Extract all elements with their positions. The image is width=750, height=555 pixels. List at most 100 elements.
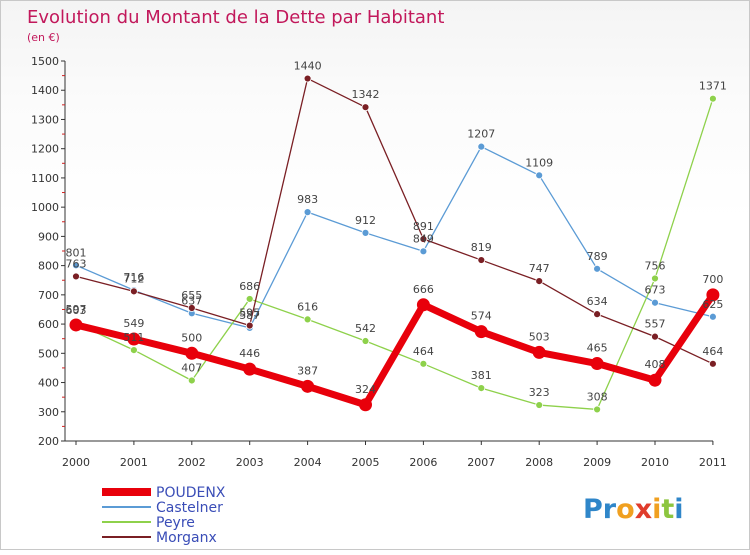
data-label: 408 — [645, 358, 666, 371]
x-tick-label: 2010 — [641, 456, 669, 469]
data-point — [303, 74, 312, 83]
data-point — [590, 357, 604, 371]
data-point — [535, 171, 544, 180]
data-label: 616 — [297, 300, 318, 313]
x-tick-label: 2007 — [467, 456, 495, 469]
data-point — [709, 94, 717, 103]
data-label: 557 — [645, 318, 666, 331]
data-label: 1109 — [525, 156, 553, 169]
data-label: 673 — [645, 284, 666, 297]
data-label: 763 — [66, 257, 87, 270]
logo-letter: x — [635, 494, 652, 525]
data-label: 625 — [702, 298, 723, 311]
x-tick-label: 2006 — [409, 456, 437, 469]
data-point — [535, 277, 544, 286]
data-point — [69, 318, 83, 332]
data-label: 381 — [471, 369, 492, 382]
data-label: 666 — [413, 283, 434, 296]
legend-label: Peyre — [156, 515, 195, 531]
data-label: 542 — [355, 322, 376, 335]
series-layer — [69, 74, 720, 414]
data-point — [301, 379, 315, 393]
data-label: 983 — [297, 193, 318, 206]
y-tick-label: 1400 — [31, 84, 59, 97]
data-label: 756 — [645, 259, 666, 272]
data-label: 446 — [239, 347, 260, 360]
x-tick-label: 2005 — [352, 456, 380, 469]
data-label: 789 — [587, 250, 608, 263]
y-tick-label: 800 — [38, 260, 59, 273]
data-point — [245, 295, 254, 303]
x-tick-label: 2000 — [62, 456, 90, 469]
series-peyre — [72, 94, 717, 414]
data-point — [245, 321, 254, 330]
data-label: 637 — [181, 294, 202, 307]
data-label: 465 — [587, 342, 608, 355]
proxiti-logo: Proxiti — [583, 494, 684, 525]
data-labels: 801 716 637 587 983 912 849 1207 1109 789 673 625 60… — [66, 60, 727, 404]
data-point — [129, 346, 138, 354]
chart-subtitle: (en €) — [27, 31, 60, 44]
logo-letter: i — [674, 494, 683, 525]
data-point — [651, 274, 659, 283]
data-label: 686 — [239, 280, 260, 293]
y-tick-label: 1300 — [31, 113, 59, 126]
data-point — [651, 298, 659, 307]
legend-label: POUDENX — [156, 485, 226, 501]
data-label: 587 — [239, 309, 260, 322]
data-label: 700 — [702, 273, 723, 286]
logo-letter: i — [652, 494, 661, 525]
y-tick-label: 1100 — [31, 172, 59, 185]
data-label: 716 — [123, 271, 144, 284]
y-tick-label: 700 — [38, 289, 59, 302]
data-label: 1371 — [699, 80, 727, 93]
data-point — [709, 359, 717, 368]
data-label: 323 — [529, 386, 550, 399]
series-poudenx — [69, 288, 720, 412]
y-tick-label: 300 — [38, 406, 59, 419]
y-tick-label: 900 — [38, 230, 59, 243]
data-point — [359, 398, 372, 412]
y-tick-label: 400 — [38, 377, 59, 390]
data-label: 464 — [702, 345, 723, 358]
data-point — [361, 337, 370, 345]
data-point — [187, 376, 196, 385]
data-point — [72, 272, 80, 281]
data-point — [593, 264, 601, 273]
data-label: 549 — [123, 317, 144, 330]
data-point — [303, 208, 312, 217]
series-line — [75, 77, 714, 365]
series-line — [75, 98, 714, 411]
legend-label: Castelner — [156, 500, 223, 516]
axes: 200 300 400 500 600 700 800 900 1000 1100 1200 1300… — [31, 55, 727, 469]
data-point — [477, 384, 486, 392]
y-tick-label: 1200 — [31, 143, 59, 156]
data-point — [185, 346, 199, 360]
data-label: 912 — [355, 214, 376, 227]
data-point — [72, 261, 80, 270]
data-label: 1207 — [467, 128, 495, 141]
data-point — [129, 287, 138, 296]
data-label: 595 — [239, 307, 260, 320]
data-point — [593, 310, 601, 319]
x-tick-label: 2001 — [120, 456, 148, 469]
data-point — [419, 359, 428, 368]
data-label: 308 — [587, 390, 608, 403]
logo-text: Proxiti — [583, 494, 684, 525]
series-castelner — [72, 142, 717, 332]
x-tick-label: 2004 — [294, 456, 322, 469]
logo-letter: P — [583, 494, 603, 525]
y-tick-label: 200 — [38, 435, 59, 448]
data-point — [593, 405, 601, 414]
data-point — [535, 401, 544, 409]
x-tick-label: 2009 — [583, 456, 611, 469]
y-tick-label: 1500 — [31, 55, 59, 68]
y-tick-label: 500 — [38, 347, 59, 360]
legend-label: Morganx — [156, 530, 217, 546]
y-tick-label: 600 — [38, 318, 59, 331]
data-label: 387 — [297, 364, 318, 377]
series-morganx — [72, 74, 717, 368]
data-point — [303, 315, 312, 324]
data-label: 655 — [181, 289, 202, 302]
